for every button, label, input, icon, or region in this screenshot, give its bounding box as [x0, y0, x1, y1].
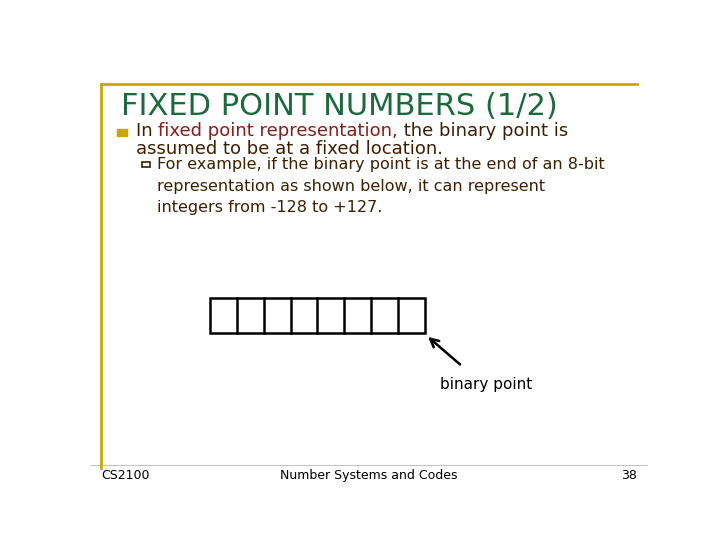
Text: integers from -128 to +127.: integers from -128 to +127. [157, 200, 382, 215]
Text: fixed point representation,: fixed point representation, [158, 122, 398, 140]
Text: binary point: binary point [440, 377, 532, 392]
Text: CS2100: CS2100 [101, 469, 150, 482]
Text: For example, if the binary point is at the end of an 8-bit: For example, if the binary point is at t… [157, 157, 605, 172]
Bar [143, 161, 150, 167]
Text: 38: 38 [621, 469, 637, 482]
Text: In: In [136, 122, 158, 140]
Text: FIXED POINT NUMBERS (1/2): FIXED POINT NUMBERS (1/2) [121, 92, 557, 121]
Text: Number Systems and Codes: Number Systems and Codes [280, 469, 458, 482]
Text: representation as shown below, it can represent: representation as shown below, it can re… [157, 179, 545, 194]
Text: assumed to be at a fixed location.: assumed to be at a fixed location. [136, 140, 443, 158]
Bar [117, 129, 127, 136]
Bar [210, 298, 425, 333]
Text: the binary point is: the binary point is [398, 122, 568, 140]
